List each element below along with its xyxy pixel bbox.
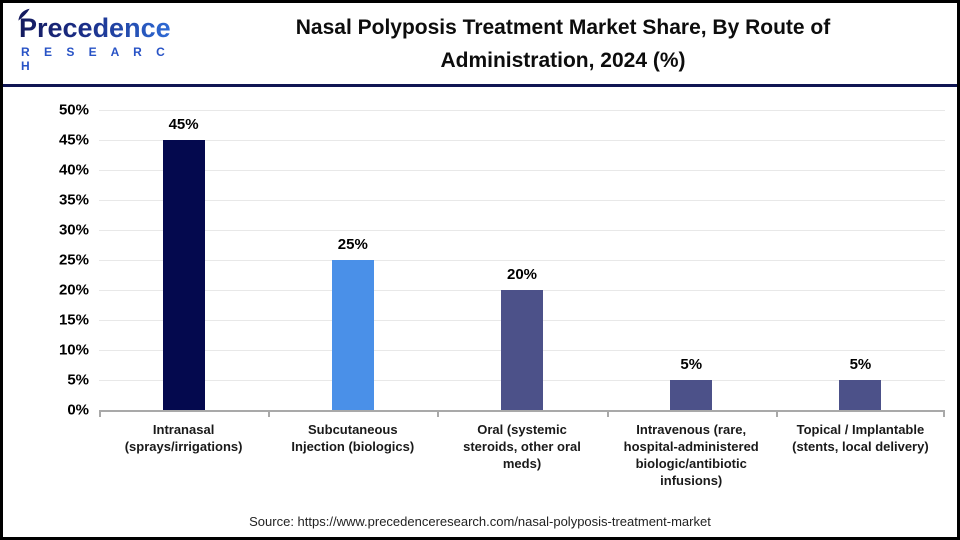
- gridline: [99, 200, 945, 201]
- y-tick-label: 10%: [58, 341, 89, 359]
- x-category-label: Intravenous (rare, hospital-administered…: [623, 422, 759, 488]
- x-category-label: Topical / Implantable (stents, local del…: [792, 422, 929, 454]
- bar-column: 45% Intranasal (sprays/irrigations): [99, 110, 268, 454]
- y-tick-label: 0%: [67, 401, 89, 419]
- y-tick-label: 40%: [58, 161, 89, 179]
- axis-tick: [943, 410, 946, 417]
- y-tick-label: 50%: [58, 101, 89, 119]
- bar-value-label: 5%: [680, 356, 703, 373]
- axis-tick: [268, 410, 271, 417]
- bar-column: 25% Subcutaneous Injection (biologics): [268, 110, 437, 454]
- y-tick-label: 5%: [67, 371, 89, 389]
- y-tick-label: 20%: [58, 281, 89, 299]
- y-tick-label: 35%: [58, 191, 89, 209]
- axis-tick: [775, 410, 778, 417]
- bar-column: 20% Oral (systemic steroids, other oral m…: [437, 110, 606, 471]
- bar-column: 5% Intravenous (rare, hospital-administer…: [606, 110, 776, 488]
- bar-value-label: 45%: [168, 116, 199, 133]
- axis-tick: [437, 410, 440, 417]
- x-category-label: Oral (systemic steroids, other oral meds…: [463, 422, 581, 471]
- bar: [501, 290, 543, 410]
- header-divider: [3, 84, 957, 87]
- bar-chart: 50% 45% 40% 35% 30% 25% 20% 15% 10% 5% 0% 45% Intra…: [3, 87, 957, 537]
- bar-value-label: 5%: [849, 356, 872, 373]
- axis-tick: [99, 410, 101, 417]
- gridline: [99, 110, 945, 111]
- gridline: [99, 140, 945, 141]
- bar-value-label: 25%: [337, 236, 368, 253]
- header: Precedence R E S E A R C H Nasal Polypos…: [3, 3, 957, 84]
- bar: [162, 140, 205, 410]
- bar: [670, 380, 713, 410]
- leaf-icon: [18, 8, 30, 21]
- logo: Precedence R E S E A R C H: [3, 8, 183, 73]
- gridline: [99, 260, 945, 261]
- y-tick-label: 25%: [58, 251, 89, 269]
- bar: [839, 380, 882, 410]
- bar: [331, 260, 374, 410]
- plot-columns: 45% Intranasal (sprays/irrigations) 25% Sub…: [99, 110, 946, 488]
- x-category-label: Intranasal (sprays/irrigations): [124, 422, 243, 454]
- x-axis-line: [99, 410, 945, 412]
- axis-tick: [606, 410, 609, 417]
- x-category-label: Subcutaneous Injection (biologics): [291, 422, 415, 454]
- chart-title: Nasal Polyposis Treatment Market Share, …: [295, 15, 831, 72]
- logo-subtitle-text: R E S E A R C H: [21, 44, 171, 73]
- y-tick-label: 45%: [58, 131, 89, 149]
- bar-column: 5% Topical / Implantable (stents, local d…: [775, 110, 946, 454]
- gridline: [99, 170, 945, 171]
- source-note: Source: https://www.precedenceresearch.c…: [249, 514, 711, 529]
- y-axis: 50% 45% 40% 35% 30% 25% 20% 15% 10% 5% 0%: [23, 102, 89, 419]
- logo-brand-text: Precedence: [19, 12, 171, 43]
- bar-value-label: 20%: [506, 266, 538, 283]
- y-tick-label: 15%: [58, 311, 89, 329]
- gridline: [99, 230, 945, 231]
- y-tick-label: 30%: [58, 221, 89, 239]
